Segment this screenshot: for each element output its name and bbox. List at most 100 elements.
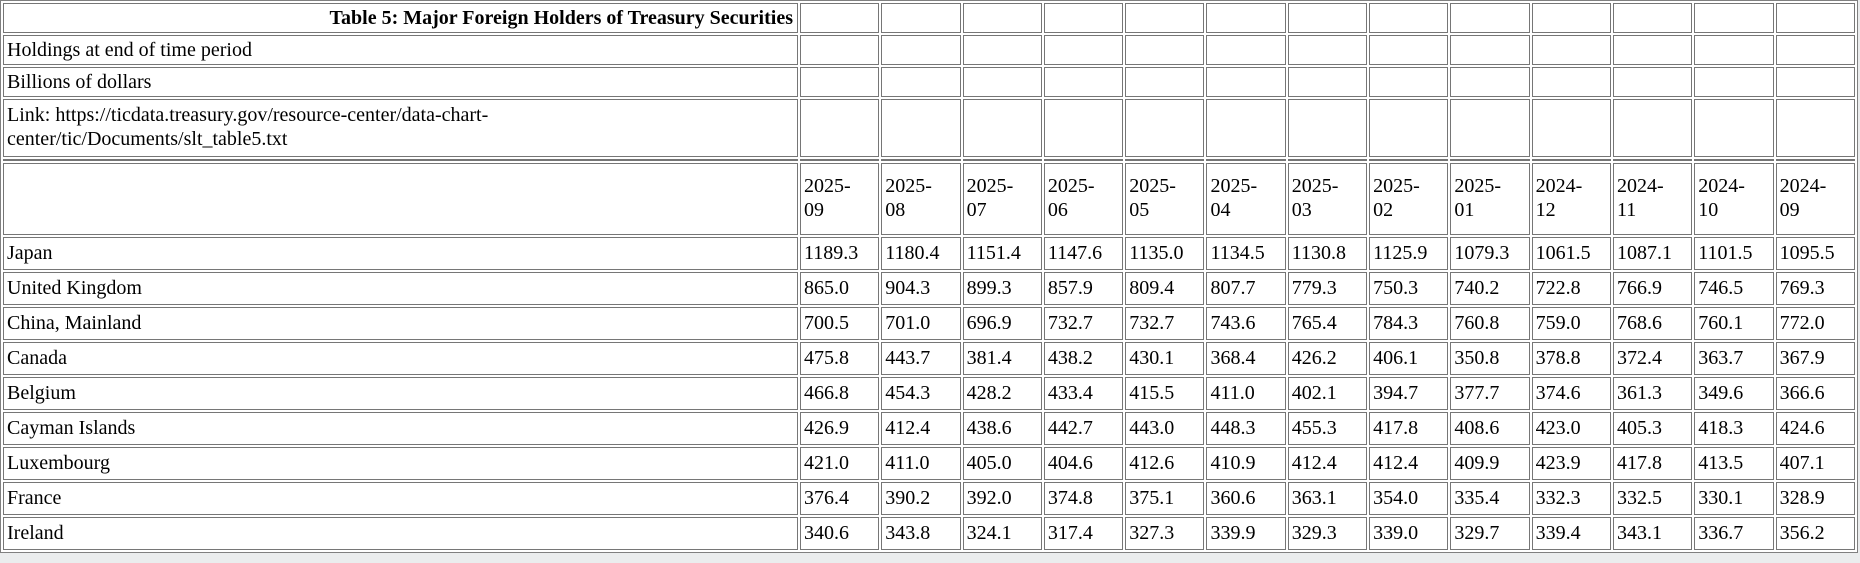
spacer-cell [881, 159, 961, 161]
value-cell: 328.9 [1775, 482, 1855, 515]
table-row: Cayman Islands 426.9 412.4 438.6 442.7 443.0 4… [3, 412, 1855, 445]
value-cell: 772.0 [1775, 307, 1855, 340]
value-cell: 317.4 [1043, 517, 1124, 550]
value-cell: 438.2 [1043, 342, 1124, 375]
empty-cell [1775, 99, 1855, 157]
value-cell: 421.0 [800, 447, 880, 480]
value-cell: 760.1 [1694, 307, 1774, 340]
value-cell: 448.3 [1206, 412, 1286, 445]
country-cell: Canada [3, 342, 798, 375]
empty-cell [1775, 67, 1855, 97]
empty-cell [1531, 67, 1611, 97]
value-cell: 904.3 [881, 272, 961, 305]
empty-cell [1287, 67, 1368, 97]
empty-cell [1206, 67, 1286, 97]
value-cell: 404.6 [1043, 447, 1124, 480]
empty-cell [1531, 3, 1611, 33]
value-cell: 402.1 [1287, 377, 1368, 410]
value-cell: 857.9 [1043, 272, 1124, 305]
value-cell: 433.4 [1043, 377, 1124, 410]
empty-cell [1450, 99, 1530, 157]
empty-cell [1043, 3, 1124, 33]
value-cell: 405.3 [1612, 412, 1693, 445]
value-cell: 407.1 [1775, 447, 1855, 480]
empty-cell [1287, 99, 1368, 157]
empty-cell [1531, 99, 1611, 157]
column-header: 2025- 05 [1125, 163, 1205, 235]
empty-cell [1043, 67, 1124, 97]
value-cell: 343.1 [1612, 517, 1693, 550]
spacer-cell [800, 159, 880, 161]
value-cell: 438.6 [962, 412, 1042, 445]
value-cell: 759.0 [1531, 307, 1611, 340]
table-row: Ireland 340.6 343.8 324.1 317.4 327.3 339.9 329… [3, 517, 1855, 550]
value-cell: 1135.0 [1125, 237, 1205, 270]
column-header: 2025- 06 [1043, 163, 1124, 235]
table-row: China, Mainland 700.5 701.0 696.9 732.7 732.7… [3, 307, 1855, 340]
value-cell: 1130.8 [1287, 237, 1368, 270]
value-cell: 340.6 [800, 517, 880, 550]
column-header: 2024- 10 [1694, 163, 1774, 235]
value-cell: 750.3 [1369, 272, 1449, 305]
empty-cell [1450, 35, 1530, 65]
empty-cell [1694, 99, 1774, 157]
value-cell: 1087.1 [1612, 237, 1693, 270]
value-cell: 412.6 [1125, 447, 1205, 480]
value-cell: 1151.4 [962, 237, 1042, 270]
empty-cell [1775, 35, 1855, 65]
table-title: Table 5: Major Foreign Holders of Treasu… [3, 3, 798, 33]
value-cell: 760.8 [1450, 307, 1530, 340]
value-cell: 329.7 [1450, 517, 1530, 550]
spacer-cell [1287, 159, 1368, 161]
value-cell: 410.9 [1206, 447, 1286, 480]
empty-cell [962, 67, 1042, 97]
value-cell: 343.8 [881, 517, 961, 550]
units-caption-row: Billions of dollars [3, 67, 1855, 97]
value-cell: 360.6 [1206, 482, 1286, 515]
value-cell: 381.4 [962, 342, 1042, 375]
value-cell: 769.3 [1775, 272, 1855, 305]
empty-cell [1125, 35, 1205, 65]
value-cell: 336.7 [1694, 517, 1774, 550]
value-cell: 423.0 [1531, 412, 1611, 445]
country-cell: China, Mainland [3, 307, 798, 340]
value-cell: 732.7 [1125, 307, 1205, 340]
empty-cell [1206, 3, 1286, 33]
value-cell: 366.6 [1775, 377, 1855, 410]
spacer-row [3, 159, 1855, 161]
spacer-cell [962, 159, 1042, 161]
value-cell: 413.5 [1694, 447, 1774, 480]
value-cell: 327.3 [1125, 517, 1205, 550]
value-cell: 415.5 [1125, 377, 1205, 410]
value-cell: 377.7 [1450, 377, 1530, 410]
country-cell: Japan [3, 237, 798, 270]
empty-cell [1206, 35, 1286, 65]
table-row: France 376.4 390.2 392.0 374.8 375.1 360.6 363.… [3, 482, 1855, 515]
holdings-caption: Holdings at end of time period [3, 35, 798, 65]
column-header: 2024- 12 [1531, 163, 1611, 235]
units-caption: Billions of dollars [3, 67, 798, 97]
value-cell: 443.7 [881, 342, 961, 375]
value-cell: 424.6 [1775, 412, 1855, 445]
value-cell: 361.3 [1612, 377, 1693, 410]
table-row: Canada 475.8 443.7 381.4 438.2 430.1 368.4 426.… [3, 342, 1855, 375]
empty-cell [881, 3, 961, 33]
spacer-cell [1775, 159, 1855, 161]
link-caption: Link: https://ticdata.treasury.gov/resou… [3, 99, 798, 157]
empty-cell [1612, 99, 1693, 157]
value-cell: 390.2 [881, 482, 961, 515]
value-cell: 426.2 [1287, 342, 1368, 375]
value-cell: 339.4 [1531, 517, 1611, 550]
country-cell: Belgium [3, 377, 798, 410]
empty-cell [1369, 99, 1449, 157]
value-cell: 455.3 [1287, 412, 1368, 445]
value-cell: 423.9 [1531, 447, 1611, 480]
value-cell: 409.9 [1450, 447, 1530, 480]
column-header-row: 2025- 09 2025- 08 2025- 07 2025- 06 2025- 05 2025-… [3, 163, 1855, 235]
value-cell: 807.7 [1206, 272, 1286, 305]
value-cell: 442.7 [1043, 412, 1124, 445]
value-cell: 1101.5 [1694, 237, 1774, 270]
country-cell: Cayman Islands [3, 412, 798, 445]
value-cell: 1147.6 [1043, 237, 1124, 270]
